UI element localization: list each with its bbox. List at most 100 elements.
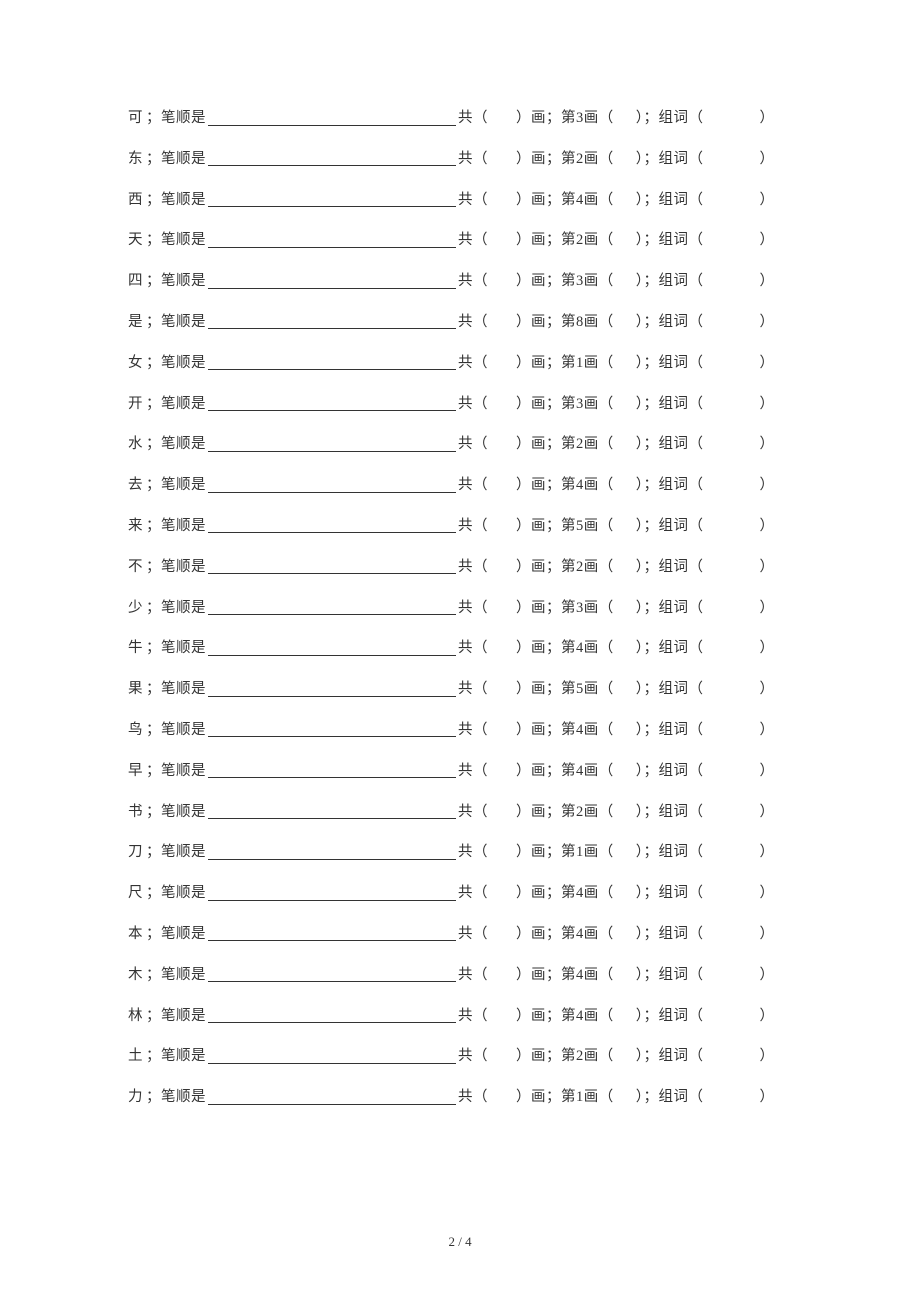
label-zuci: ）；组词（ [636,1090,704,1105]
exercise-row: 刀；笔顺是共（）画；第 1 画（）；组词（） [128,844,855,860]
label-close: ） [760,478,775,493]
label-hua-paren: 画（ [584,927,614,942]
exercise-row: 来；笔顺是共（）画；第 5 画（）；组词（） [128,518,855,534]
blank-stroke-order [208,1048,456,1064]
blank-stroke-order [208,151,456,167]
worksheet-page: 可；笔顺是共（）画；第 3 画（）；组词（）东；笔顺是共（）画；第 2 画（）；… [0,0,920,1302]
character: 四 [128,274,146,289]
character: 刀 [128,845,146,860]
label-stroke-order: 笔顺是 [161,437,206,452]
label-hua-paren: 画（ [584,682,614,697]
sep: ； [146,641,161,656]
label-hua-paren: 画（ [584,1049,614,1064]
sep: ； [146,274,161,289]
label-close: ） [760,682,775,697]
stroke-number: 4 [576,193,584,208]
label-total-open: 共（ [458,560,488,575]
label-total-open: 共（ [458,111,488,126]
label-zuci: ）；组词（ [636,641,704,656]
label-stroke-order: 笔顺是 [161,723,206,738]
label-total-open: 共（ [458,315,488,330]
blank-stroke-order [208,885,456,901]
exercise-row: 少；笔顺是共（）画；第 3 画（）；组词（） [128,600,855,616]
label-zuci: ）；组词（ [636,601,704,616]
label-total-open: 共（ [458,927,488,942]
sep: ； [146,927,161,942]
label-hua-paren: 画（ [584,437,614,452]
label-stroke-order: 笔顺是 [161,233,206,248]
blank-stroke-order [208,763,456,779]
blank-stroke-order [208,926,456,942]
label-stroke-order: 笔顺是 [161,397,206,412]
label-close: ） [760,1049,775,1064]
label-close: ） [760,968,775,983]
exercise-row: 早；笔顺是共（）画；第 4 画（）；组词（） [128,763,855,779]
character: 鸟 [128,723,146,738]
label-total-open: 共（ [458,601,488,616]
label-zuci: ）；组词（ [636,927,704,942]
character: 早 [128,764,146,779]
label-total-open: 共（ [458,1090,488,1105]
label-hua-paren: 画（ [584,519,614,534]
label-close: ） [760,233,775,248]
character: 东 [128,152,146,167]
character: 木 [128,968,146,983]
label-close: ） [760,764,775,779]
label-hua-paren: 画（ [584,805,614,820]
label-total-open: 共（ [458,356,488,371]
label-zuci: ）；组词（ [636,560,704,575]
sep: ； [146,886,161,901]
blank-stroke-order [208,314,456,330]
label-hua-paren: 画（ [584,233,614,248]
character: 少 [128,601,146,616]
label-zuci: ）；组词（ [636,152,704,167]
label-hua-paren: 画（ [584,152,614,167]
stroke-number: 4 [576,968,584,983]
label-zuci: ）；组词（ [636,233,704,248]
sep: ； [146,519,161,534]
blank-stroke-order [208,640,456,656]
exercise-row: 西；笔顺是共（）画；第 4 画（）；组词（） [128,192,855,208]
blank-stroke-order [208,967,456,983]
label-hua-paren: 画（ [584,274,614,289]
character: 来 [128,519,146,534]
label-stroke-order: 笔顺是 [161,478,206,493]
label-total-open: 共（ [458,764,488,779]
label-hua-di: ）画；第 [516,805,576,820]
character: 牛 [128,641,146,656]
label-hua-paren: 画（ [584,315,614,330]
character: 林 [128,1009,146,1024]
exercise-row: 女；笔顺是共（）画；第 1 画（）；组词（） [128,355,855,371]
character: 是 [128,315,146,330]
label-close: ） [760,641,775,656]
label-hua-di: ）画；第 [516,641,576,656]
sep: ； [146,1049,161,1064]
label-stroke-order: 笔顺是 [161,315,206,330]
label-hua-paren: 画（ [584,968,614,983]
label-zuci: ）；组词（ [636,478,704,493]
stroke-number: 3 [576,274,584,289]
label-hua-di: ）画；第 [516,560,576,575]
sep: ； [146,968,161,983]
label-stroke-order: 笔顺是 [161,560,206,575]
blank-stroke-order [208,192,456,208]
label-total-open: 共（ [458,152,488,167]
label-zuci: ）；组词（ [636,845,704,860]
sep: ； [146,111,161,126]
sep: ； [146,682,161,697]
label-zuci: ）；组词（ [636,723,704,738]
label-close: ） [760,437,775,452]
sep: ； [146,315,161,330]
label-stroke-order: 笔顺是 [161,927,206,942]
label-hua-paren: 画（ [584,560,614,575]
exercise-row: 四；笔顺是共（）画；第 3 画（）；组词（） [128,273,855,289]
label-hua-di: ）画；第 [516,682,576,697]
exercise-row: 东；笔顺是共（）画；第 2 画（）；组词（） [128,151,855,167]
sep: ； [146,560,161,575]
label-stroke-order: 笔顺是 [161,519,206,534]
label-zuci: ）；组词（ [636,886,704,901]
exercise-row: 林；笔顺是共（）画；第 4 画（）；组词（） [128,1008,855,1024]
sep: ； [146,1009,161,1024]
sep: ； [146,397,161,412]
label-stroke-order: 笔顺是 [161,886,206,901]
